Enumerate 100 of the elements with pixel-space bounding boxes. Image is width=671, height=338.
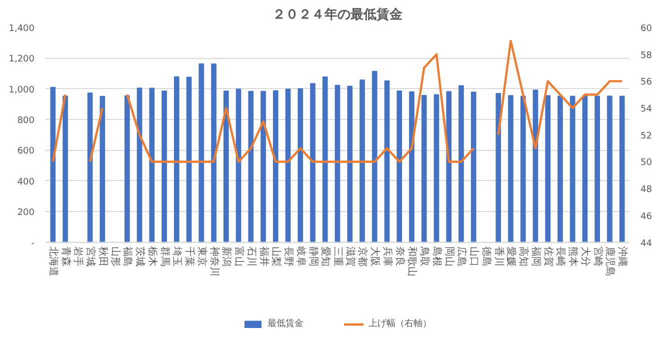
x-tick-label: 和歌山 [406,246,418,276]
y2-tick-label: 56 [640,78,652,88]
bar [384,80,390,243]
x-tick-label: 埼玉 [171,245,184,266]
x-tick-label: 宮崎 [592,246,604,266]
x-tick-label: 千葉 [184,246,196,266]
x-tick-label: 北海道 [47,246,60,276]
bar [508,95,514,243]
x-tick-label: 鹿児島 [604,246,616,276]
bar [223,90,229,243]
y-tick-label: 1,400 [8,24,35,34]
y-tick-label: 600 [17,146,35,157]
y-tick-label: 1,000 [8,85,35,96]
y2-tick-label: 44 [640,238,652,249]
bar [582,95,588,243]
bar [446,91,452,243]
legend-label: 最低賃金 [268,318,304,330]
bar [149,88,155,243]
x-tick-label: 茨城 [134,246,146,266]
x-tick-label: 島根 [430,246,443,266]
bar [409,91,414,243]
bar [458,85,464,243]
bar [545,95,551,243]
bar [87,92,93,243]
y2-tick-label: 48 [640,185,652,196]
bar [174,76,180,243]
x-tick-label: 兵庫 [381,246,394,266]
x-tick-label: 大分 [579,246,592,266]
bar [186,76,192,243]
x-tick-label: 三重 [332,246,344,266]
bar [272,90,278,243]
x-tick-label: 広島 [456,246,468,266]
x-tick-label: 栃木 [146,246,158,266]
bar [334,84,340,243]
x-tick-label: 熊本 [567,246,580,266]
chart-title: ２０２４年の最低賃金 [272,8,404,22]
x-tick-label: 奈良 [394,246,406,266]
y-tick-label: 400 [17,177,35,188]
y2-tick-label: 58 [640,50,652,61]
y2-tick-label: 54 [640,104,652,115]
y2-tick-label: 60 [640,24,652,34]
x-tick-label: 青森 [60,246,72,266]
x-tick-label: 福井 [258,246,270,266]
x-tick-label: 福島 [122,246,134,266]
x-tick-label: 富山 [233,246,246,266]
x-tick-label: 長野 [282,246,294,266]
bar [136,88,142,243]
x-tick-label: 山形 [109,246,122,266]
bar [421,94,427,243]
y-tick-label: 800 [17,116,35,126]
x-tick-label: 鳥取 [418,245,431,266]
y-tick-label: 200 [17,208,35,218]
bar [594,96,600,243]
x-tick-label: 滋賀 [344,246,356,266]
bar [520,96,526,243]
x-tick-label: 徳島 [480,246,492,266]
bar [360,79,365,243]
bar [619,96,625,243]
bar [211,64,216,243]
bar [260,90,266,243]
bar [434,94,440,243]
x-tick-label: 沖縄 [616,246,629,266]
bar [322,76,328,243]
bar [298,88,304,243]
y-tick-label: 1,200 [8,54,35,65]
x-tick-label: 香川 [492,246,505,266]
bar [285,88,291,243]
bar [62,96,68,243]
bar [198,63,204,243]
bar [372,70,378,243]
x-tick-label: 静岡 [307,246,320,266]
x-tick-label: 宮城 [84,246,97,266]
y2-tick-label: 50 [640,158,652,168]
x-tick-label: 東京 [196,246,208,266]
x-tick-label: 神奈川 [208,246,220,276]
x-tick-label: 京都 [356,246,369,266]
bar [347,86,353,243]
bar [496,92,502,243]
legend-label: 上げ幅（右軸） [368,318,432,330]
y-tick-label: - [31,238,34,249]
x-tick-label: 秋田 [96,246,109,266]
bar [607,96,612,243]
bar [124,95,130,243]
bar [470,92,476,243]
x-tick-label: 高知 [518,246,530,266]
bar [50,86,56,243]
bar [100,96,106,243]
bar [248,90,254,243]
x-tick-label: 岐阜 [294,246,307,266]
bar [310,83,316,243]
x-tick-label: 大阪 [369,246,382,266]
x-tick-label: 愛媛 [505,246,518,266]
x-tick-label: 福岡 [530,246,542,266]
x-tick-label: 長崎 [554,246,567,266]
bar [162,90,167,243]
bar [558,96,563,243]
bar [570,96,576,243]
x-tick-label: 新潟 [220,246,233,266]
x-tick-label: 石川 [245,246,258,266]
y2-tick-label: 46 [640,212,652,222]
